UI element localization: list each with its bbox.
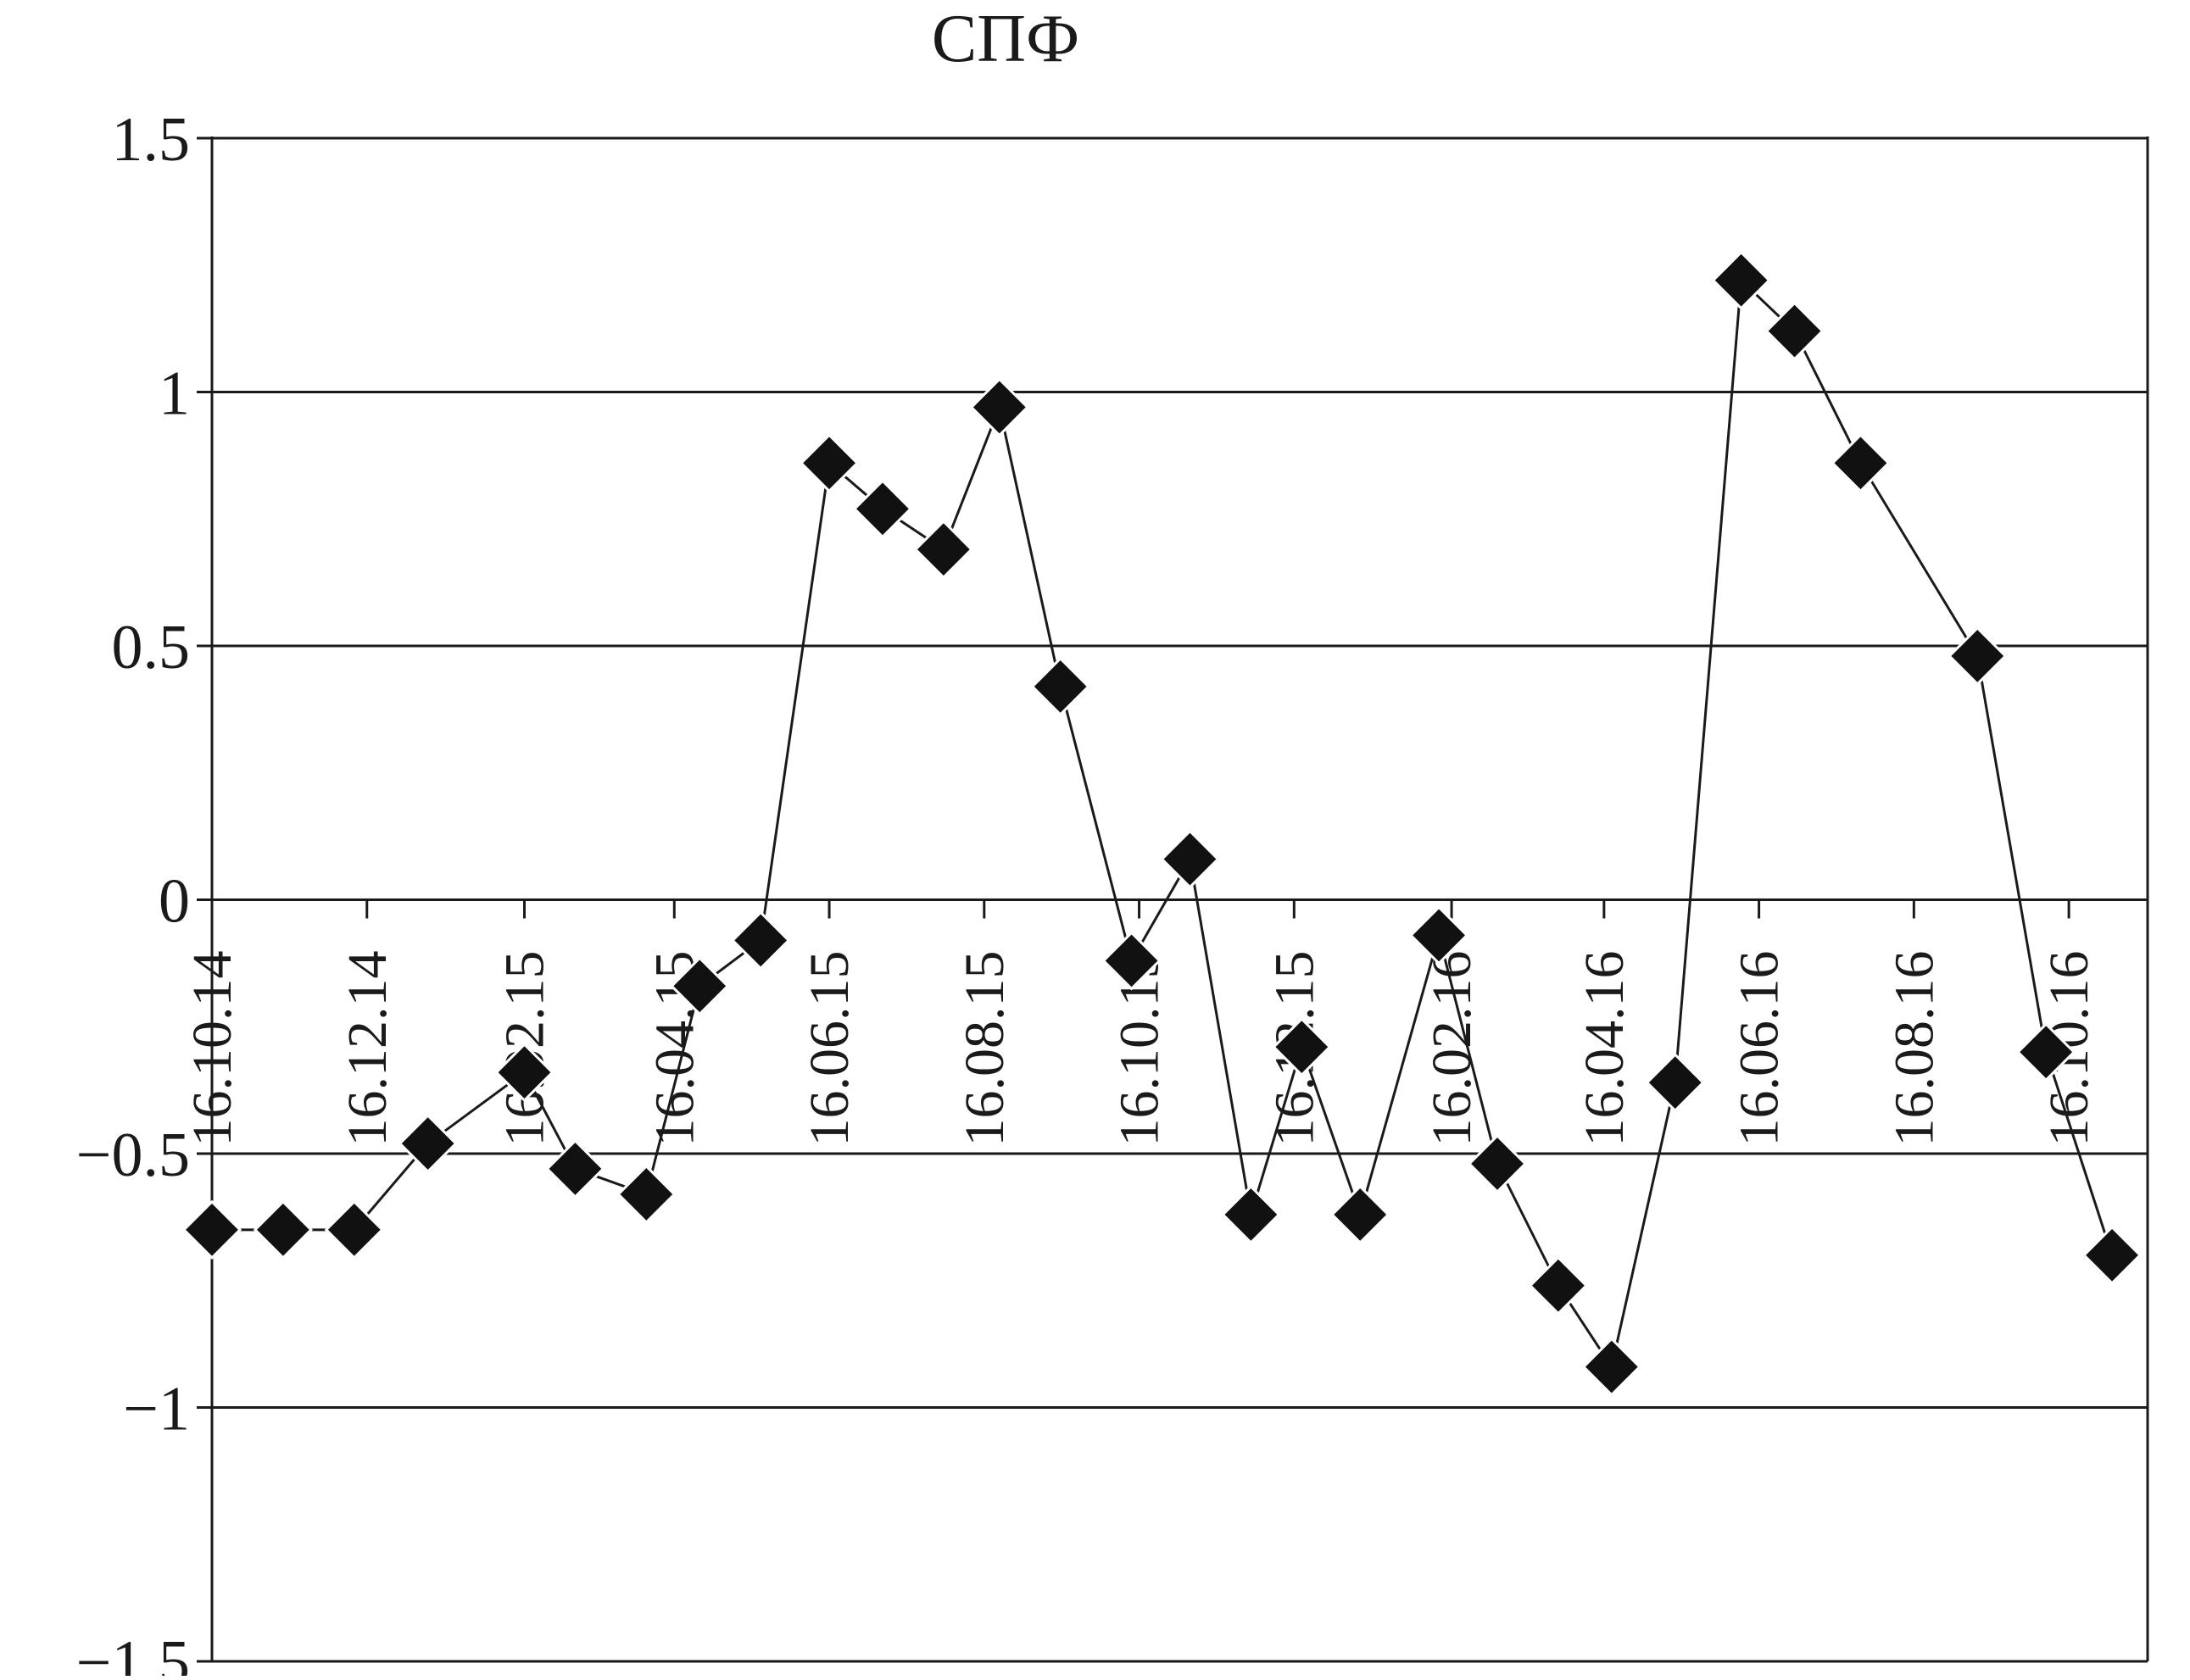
- y-tick-label: 0: [159, 867, 190, 937]
- x-tick-label: 16.08.15: [954, 951, 1016, 1147]
- data-point-diamond: [398, 1113, 458, 1174]
- data-point-diamond: [1272, 1017, 1332, 1077]
- y-tick-label: −1.5: [76, 1628, 190, 1676]
- data-point-diamond: [852, 479, 913, 539]
- data-point-diamond: [1030, 656, 1090, 717]
- y-tick-label: 1.5: [112, 105, 191, 175]
- data-point-diamond: [1221, 1184, 1281, 1245]
- data-point-diamond: [969, 377, 1029, 437]
- data-point-diamond: [799, 433, 860, 493]
- series-line: [212, 279, 2114, 1369]
- data-point-diamond: [913, 520, 973, 580]
- x-tick-label: 16.12.14: [337, 951, 398, 1147]
- x-tick-label: 16.06.16: [1729, 951, 1791, 1147]
- data-point-diamond: [1711, 250, 1771, 310]
- x-tick-label: 16.08.16: [1883, 951, 1945, 1147]
- y-tick-label: −1: [123, 1375, 190, 1444]
- data-point-diamond: [1948, 626, 2008, 687]
- data-point-diamond: [2081, 1225, 2143, 1285]
- y-axis-ticks: 1.5 1 0.5 0 −0.5 −1 −1.5: [76, 105, 212, 1680]
- data-point-diamond: [1764, 301, 1825, 361]
- data-point-diamond: [494, 1043, 554, 1103]
- data-series: [181, 250, 2143, 1397]
- x-tick-label: 16.06.15: [799, 951, 861, 1147]
- chart-title: СПФ: [932, 2, 1079, 76]
- x-tick-label: 16.02.16: [1421, 951, 1483, 1147]
- x-axis-ticks: 16.10.1416.12.1416.02.1516.04.1516.06.15…: [181, 899, 2100, 1147]
- y-tick-label: −0.5: [76, 1121, 190, 1190]
- data-point-diamond: [1408, 905, 1469, 965]
- data-point-diamond: [1330, 1184, 1390, 1245]
- data-point-diamond: [324, 1199, 384, 1260]
- axes: [210, 136, 2149, 1661]
- data-point-diamond: [1528, 1255, 1589, 1316]
- data-point-diamond: [731, 910, 791, 971]
- data-point-diamond: [670, 956, 730, 1016]
- data-point-diamond: [616, 1164, 677, 1225]
- data-point-diamond: [1831, 433, 1891, 493]
- x-tick-label: 16.04.16: [1574, 951, 1636, 1147]
- data-point-diamond: [1101, 931, 1162, 991]
- data-point-diamond: [253, 1199, 314, 1260]
- data-point-diamond: [545, 1138, 605, 1199]
- data-point-diamond: [1160, 829, 1220, 889]
- y-tick-label: 1: [159, 359, 190, 429]
- data-point-diamond: [181, 1199, 242, 1260]
- data-point-diamond: [1645, 1053, 1705, 1113]
- x-tick-label: 16.10.14: [181, 951, 243, 1147]
- data-point-diamond: [1467, 1133, 1528, 1194]
- data-point-diamond: [2016, 1022, 2076, 1082]
- data-point-diamond: [1581, 1337, 1641, 1397]
- x-tick-label: 16.10.15: [1109, 951, 1171, 1147]
- y-tick-label: 0.5: [112, 613, 191, 682]
